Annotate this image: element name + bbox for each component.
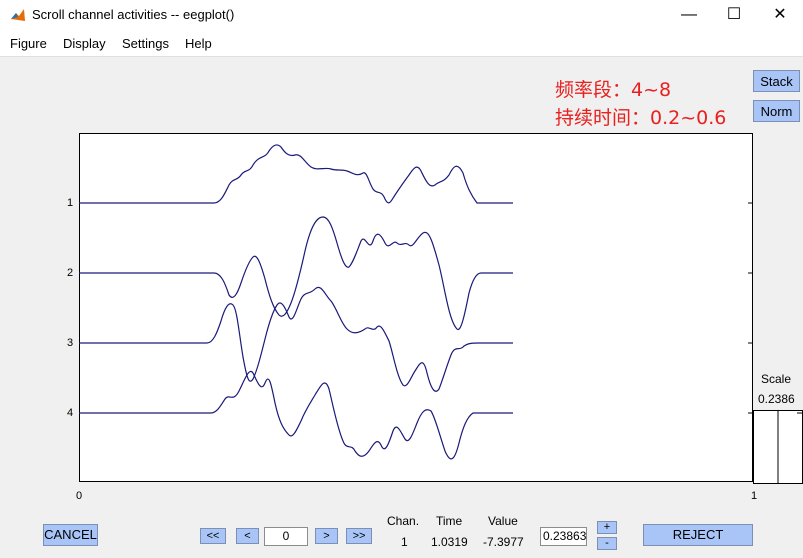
next-page-button[interactable]: >	[315, 528, 338, 544]
matlab-icon	[10, 7, 26, 23]
cancel-button[interactable]: CANCEL	[43, 524, 98, 546]
menu-settings[interactable]: Settings	[122, 36, 169, 51]
time-value: 1.0319	[431, 535, 468, 549]
prev-page-button[interactable]: <	[236, 528, 259, 544]
last-page-button[interactable]: >>	[346, 528, 372, 544]
title-bar: Scroll channel activities -- eegplot() —…	[0, 0, 803, 30]
channel-label-2: 2	[67, 267, 74, 279]
chan-value: 1	[401, 535, 408, 549]
scale-input[interactable]: 0.23863	[540, 527, 587, 546]
maximize-button[interactable]: ☐	[726, 6, 742, 23]
channel-2-trace	[79, 216, 513, 331]
menu-figure[interactable]: Figure	[10, 36, 47, 51]
annotation-frequency: 频率段：4~8	[555, 79, 672, 101]
minimize-button[interactable]: —	[681, 6, 697, 23]
scale-bar	[753, 410, 803, 484]
channel-label-4: 4	[67, 407, 74, 419]
menu-help[interactable]: Help	[185, 36, 212, 51]
close-button[interactable]: ✕	[773, 6, 787, 23]
annotation-duration: 持续时间：0.2~0.6	[555, 107, 727, 129]
first-page-button[interactable]: <<	[200, 528, 226, 544]
channel-4-trace	[79, 370, 513, 460]
value-value: -7.3977	[483, 535, 524, 549]
scale-value: 0.2386	[758, 392, 795, 406]
channel-label-3: 3	[67, 337, 74, 349]
scale-decrease-button[interactable]: -	[597, 537, 617, 550]
channel-label-1: 1	[67, 197, 74, 209]
time-header: Time	[436, 514, 463, 528]
channel-1-trace	[79, 144, 513, 204]
eeg-plot	[79, 133, 753, 482]
channel-3-trace	[79, 286, 513, 392]
chan-header: Chan.	[387, 514, 420, 528]
menu-display[interactable]: Display	[63, 36, 106, 51]
value-header: Value	[488, 514, 518, 528]
stack-button[interactable]: Stack	[753, 70, 800, 92]
position-input[interactable]: 0	[264, 527, 308, 546]
norm-button[interactable]: Norm	[753, 100, 800, 122]
scale-label: Scale	[761, 372, 792, 386]
x-tick-1: 1	[751, 490, 758, 502]
reject-button[interactable]: REJECT	[643, 524, 753, 546]
window-title: Scroll channel activities -- eegplot()	[32, 7, 235, 22]
menu-bar: Figure Display Settings Help ↘	[0, 30, 803, 77]
scale-increase-button[interactable]: +	[597, 521, 617, 534]
x-tick-0: 0	[76, 490, 83, 502]
